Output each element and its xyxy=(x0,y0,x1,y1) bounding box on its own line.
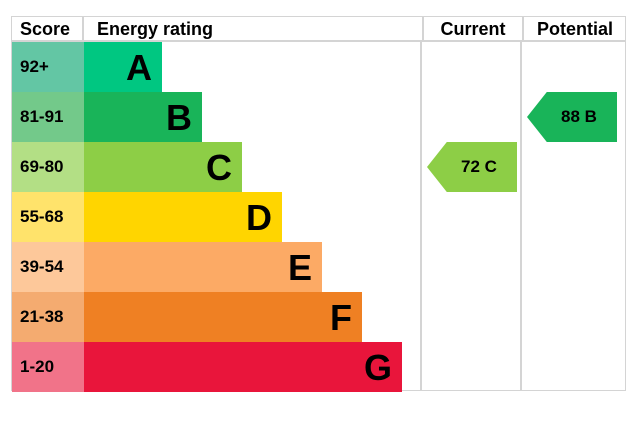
score-cell: 1-20 xyxy=(12,342,84,392)
score-cell: 55-68 xyxy=(12,192,84,242)
rating-bar-g: G xyxy=(84,342,402,392)
divider-potential xyxy=(520,42,522,390)
header-energy-rating: Energy rating xyxy=(84,17,422,42)
score-cell: 69-80 xyxy=(12,142,84,192)
score-cell: 81-91 xyxy=(12,92,84,142)
rating-bar-a: A xyxy=(84,42,162,92)
rating-bar-f: F xyxy=(84,292,362,342)
potential-rating-arrow: 88 B xyxy=(527,92,617,142)
header-potential: Potential xyxy=(522,17,626,42)
rating-bar-b: B xyxy=(84,92,202,142)
rating-bar-d: D xyxy=(84,192,282,242)
epc-chart: Score Energy rating Current Potential 92… xyxy=(11,16,626,392)
score-cell: 92+ xyxy=(12,42,84,92)
rating-bar-c: C xyxy=(84,142,242,192)
current-rating-arrow: 72 C xyxy=(427,142,517,192)
score-cell: 39-54 xyxy=(12,242,84,292)
divider-current xyxy=(420,42,422,390)
score-cell: 21-38 xyxy=(12,292,84,342)
rating-bar-e: E xyxy=(84,242,322,292)
header-current: Current xyxy=(422,17,522,42)
header-score: Score xyxy=(12,17,84,42)
